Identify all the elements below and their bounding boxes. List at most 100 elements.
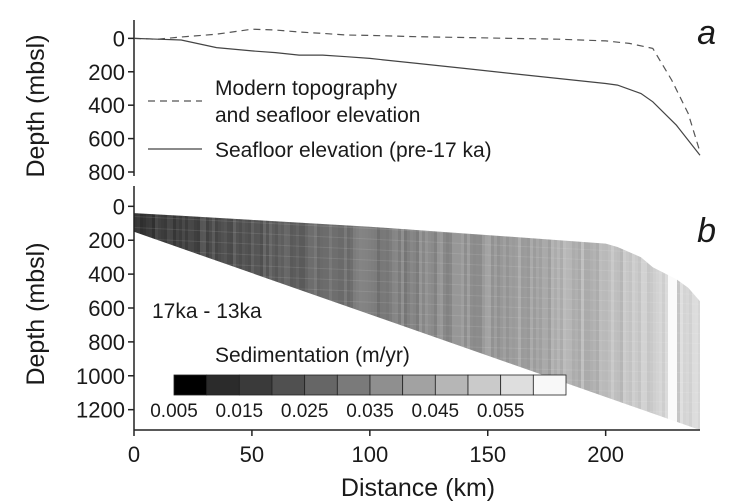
wedge-band [413,213,417,430]
wedge-band [428,213,432,430]
wedge-band [404,213,408,430]
wedge-band [449,213,453,430]
wedge-band [389,213,393,430]
wedge-band [686,213,690,430]
panel-b-label: b [697,212,716,250]
wedge-band [641,213,645,430]
wedge-band [485,213,489,430]
panel-a-y-tick-label: 800 [88,160,125,185]
colorbar-tick-label: 0.045 [412,401,460,422]
wedge-band [650,213,654,430]
x-tick-label: 0 [128,442,140,467]
wedge-band [545,213,549,430]
wedge-band [572,213,576,430]
panel-b-y-tick-label: 1200 [76,398,125,423]
wedge-band [524,213,528,430]
wedge-band [656,213,660,430]
wedge-band [593,213,597,430]
series-modern-topography-line [133,28,701,153]
wedge-band [452,213,456,430]
wedge-band [665,213,669,430]
wedge-band [146,213,150,430]
wedge-band [422,213,426,430]
wedge-band [437,213,441,430]
wedge-band [584,213,588,430]
panel-a: Depth (mbsl) 0 200 400 600 800 a Modern topo… [22,14,716,185]
wedge-band [443,213,447,430]
wedge-band [140,213,144,430]
wedge-band [596,213,600,430]
colorbar-tick-label: 0.005 [150,401,198,422]
wedge-band [620,213,624,430]
panel-b-y-tick-label: 200 [88,228,125,253]
wedge-band [398,213,402,430]
wedge-striation [134,227,700,256]
colorbar-tick-label: 0.025 [281,401,329,422]
wedge-band [503,213,507,430]
wedge-band [479,213,483,430]
colorbar-swatch [336,374,371,396]
wedge-band [653,213,657,430]
colorbar-swatch [206,374,240,396]
wedge-band [563,213,567,430]
wedge-band [575,213,579,430]
panel-b-y-tick-label: 1000 [76,364,125,389]
wedge-band [143,213,147,430]
wedge-band [494,213,498,430]
wedge-band [410,213,414,430]
panel-b: Depth (mbsl) 0 200 400 600 800 1000 1200 0 50 10… [22,186,716,502]
wedge-band [638,213,642,430]
wedge-band [635,213,639,430]
wedge-band [548,213,552,430]
wedge-band [542,213,546,430]
panel-a-y-tick-label: 600 [88,127,125,152]
wedge-band [623,213,627,430]
colorbar-swatch [434,374,469,396]
wedge-band [431,213,435,430]
wedge-band [425,213,429,430]
colorbar-swatch [532,374,567,396]
wedge-band [416,213,420,430]
wedge-band [605,213,609,430]
wedge-band [587,213,591,430]
wedge-band [467,213,471,430]
wedge-band [533,213,537,430]
time-window-annotation: 17ka - 13ka [152,300,262,323]
wedge-band [476,213,480,430]
wedge-band [644,213,648,430]
wedge-band [512,213,516,430]
colorbar-swatch [402,374,436,396]
wedge-band [392,213,396,430]
wedge-band [677,213,681,430]
wedge-band [401,213,405,430]
wedge-band [683,213,687,430]
wedge-band [407,213,411,430]
x-tick-label: 150 [469,442,506,467]
wedge-band [695,213,699,430]
wedge-band [506,213,510,430]
wedge-band [488,213,492,430]
wedge-band [518,213,522,430]
wedge-band [566,213,570,430]
wedge-band [461,213,465,430]
legend-label-modern-line1: Modern topography [215,77,398,100]
colorbar-tick-label: 0.015 [216,401,264,422]
panel-a-y-tick-label: 200 [88,60,125,85]
wedge-band [536,213,540,430]
wedge-band [671,213,675,430]
wedge-band [629,213,633,430]
wedge-band [602,213,606,430]
wedge-band [395,213,399,430]
x-tick-label: 100 [351,442,388,467]
wedge-band [569,213,573,430]
x-axis-label: Distance (km) [341,474,495,502]
legend-label-pre-17ka: Seafloor elevation (pre-17 ka) [215,139,492,162]
wedge-band [626,213,630,430]
x-tick-label: 50 [240,442,264,467]
colorbar-tick-label: 0.055 [477,401,525,422]
colorbar-swatch [173,374,208,396]
wedge-striation [134,260,700,286]
wedge-band [632,213,636,430]
wedge-band [470,213,474,430]
